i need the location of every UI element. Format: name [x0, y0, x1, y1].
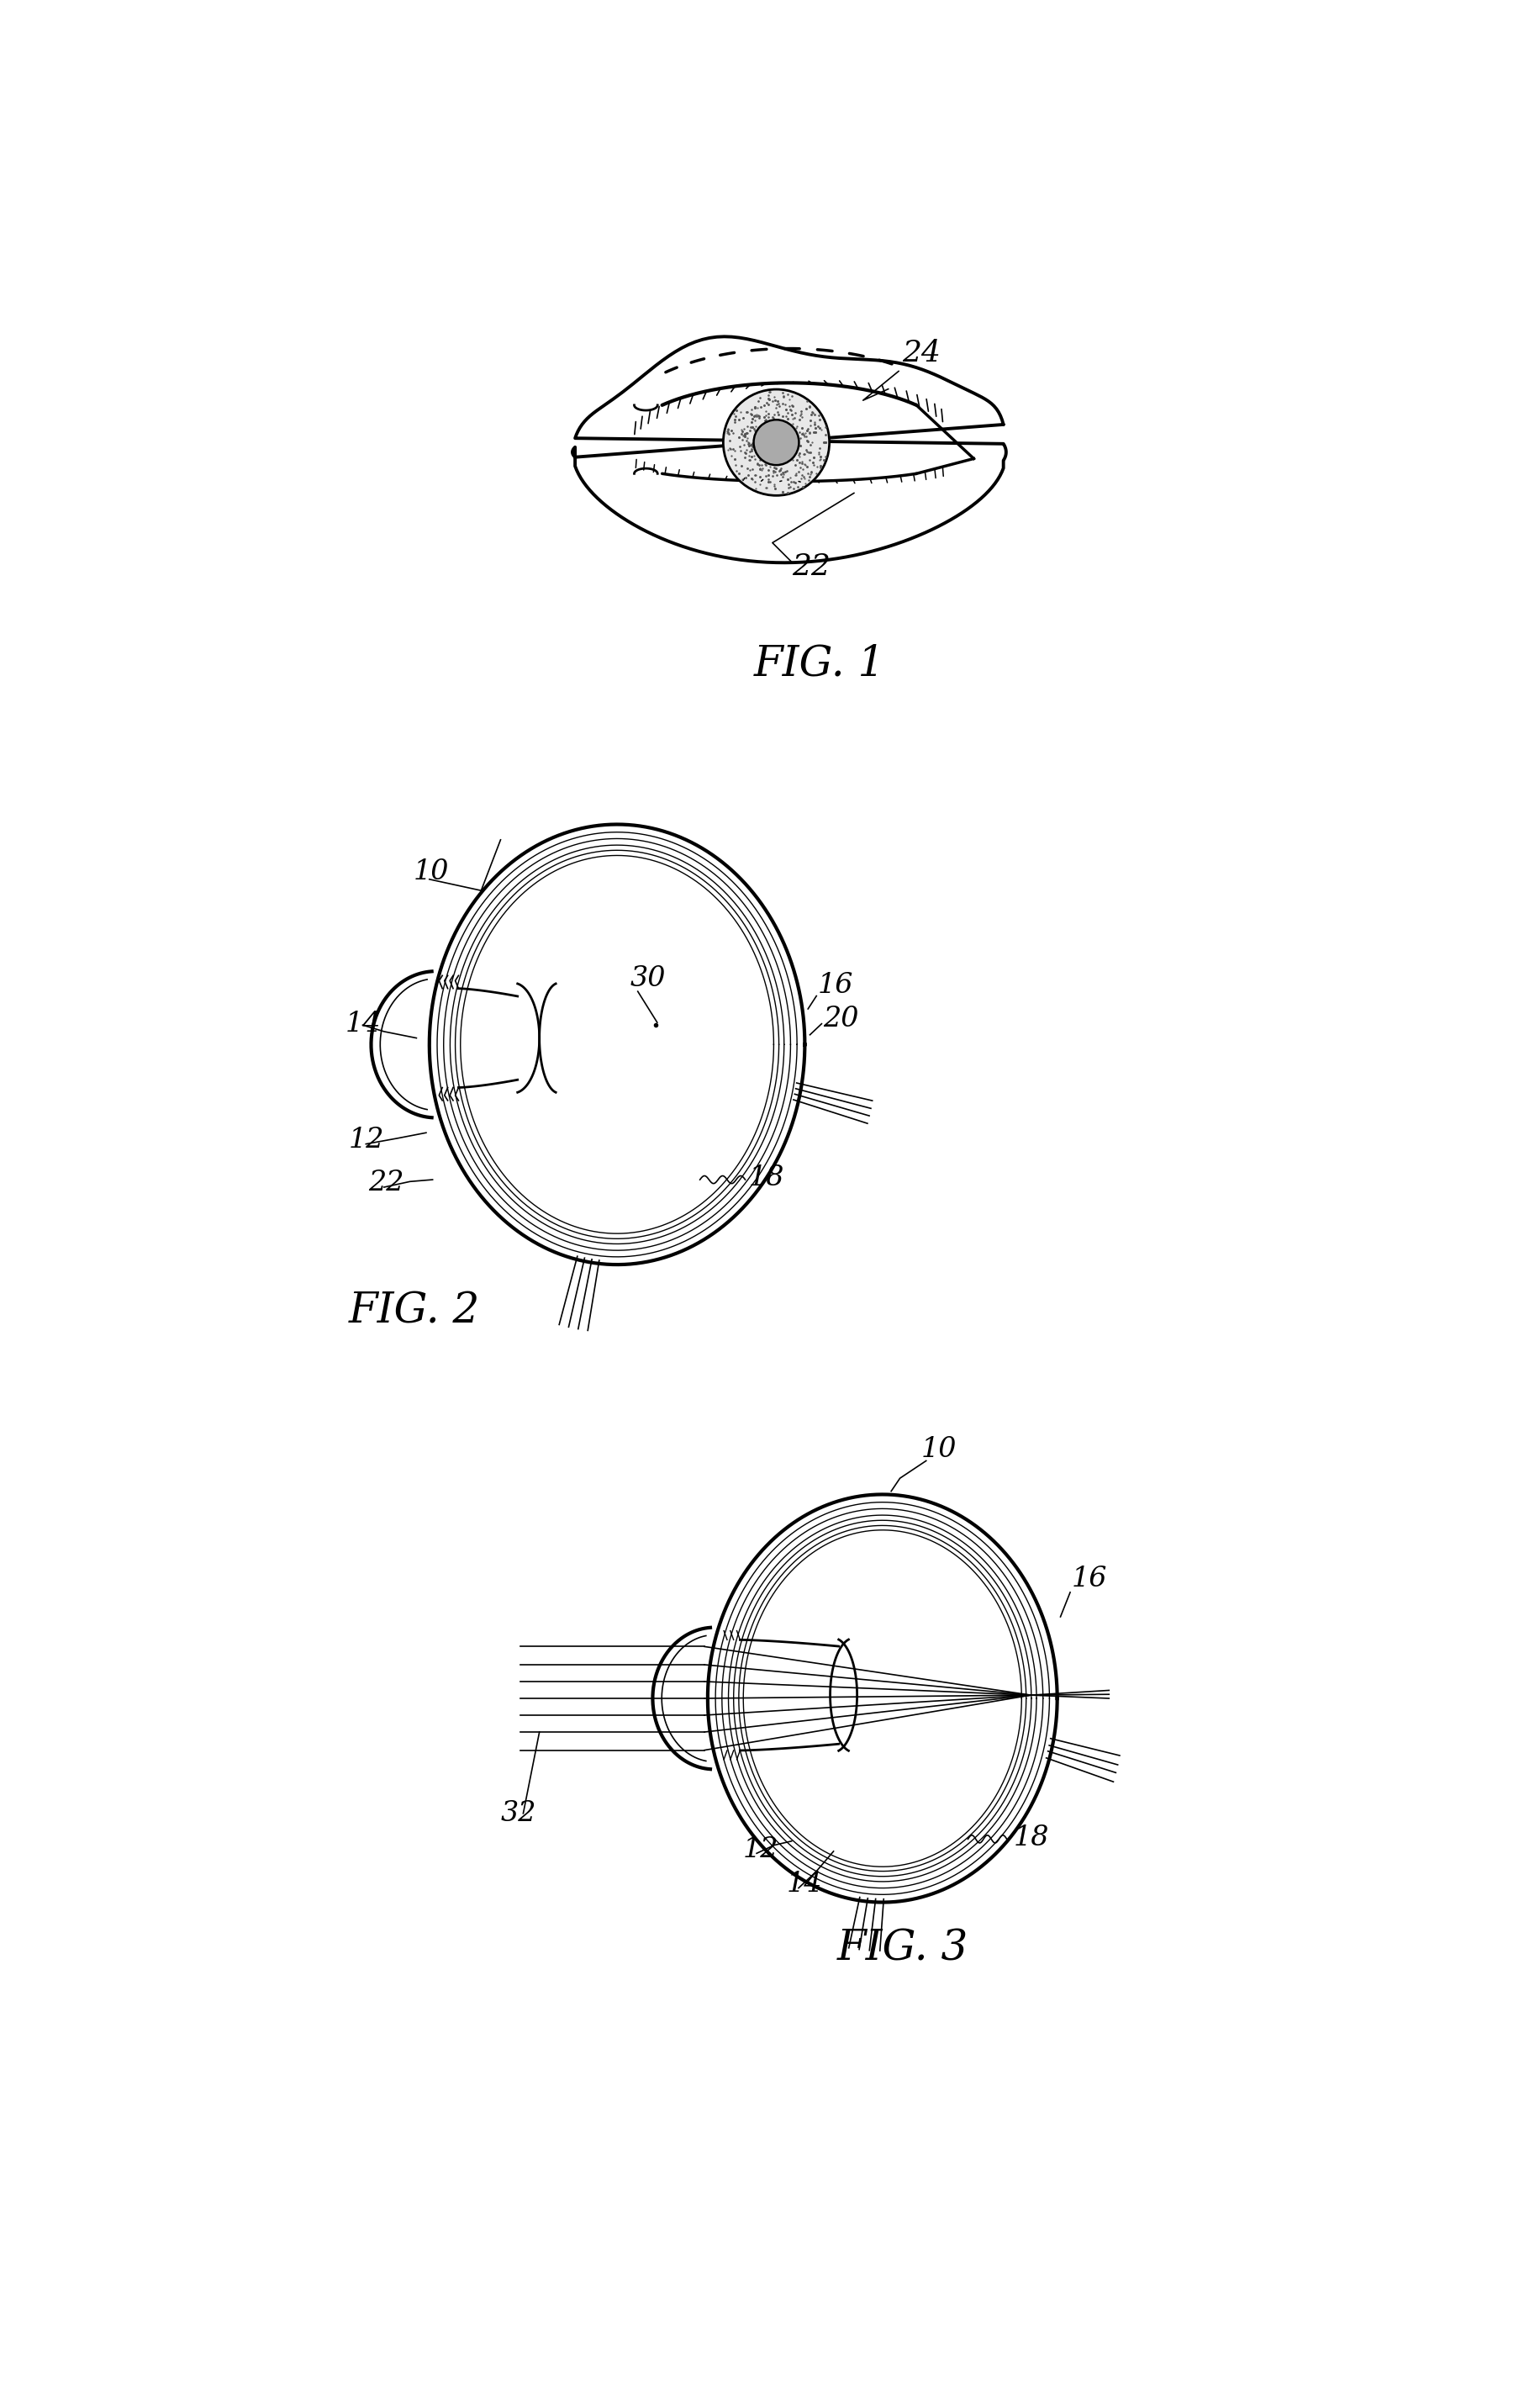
- Text: 12: 12: [348, 1127, 383, 1153]
- Text: 22: 22: [792, 553, 830, 581]
- Text: 30: 30: [630, 966, 665, 993]
- Text: 18: 18: [748, 1165, 784, 1191]
- Text: 20: 20: [822, 1005, 859, 1033]
- Text: 14: 14: [787, 1871, 822, 1897]
- Text: FIG. 2: FIG. 2: [348, 1292, 480, 1332]
- Text: 22: 22: [368, 1170, 403, 1196]
- Text: 10: 10: [921, 1435, 956, 1464]
- Text: FIG. 1: FIG. 1: [753, 643, 885, 684]
- Text: 32: 32: [500, 1799, 536, 1827]
- Text: 12: 12: [742, 1837, 778, 1863]
- Text: FIG. 3: FIG. 3: [838, 1928, 969, 1969]
- Circle shape: [724, 390, 830, 495]
- Circle shape: [753, 419, 799, 464]
- Text: 18: 18: [1013, 1825, 1049, 1851]
- Text: 10: 10: [413, 859, 450, 885]
- Text: 14: 14: [345, 1009, 380, 1038]
- Text: 24: 24: [902, 340, 941, 368]
- Text: 16: 16: [1072, 1564, 1107, 1593]
- Text: 16: 16: [818, 971, 853, 997]
